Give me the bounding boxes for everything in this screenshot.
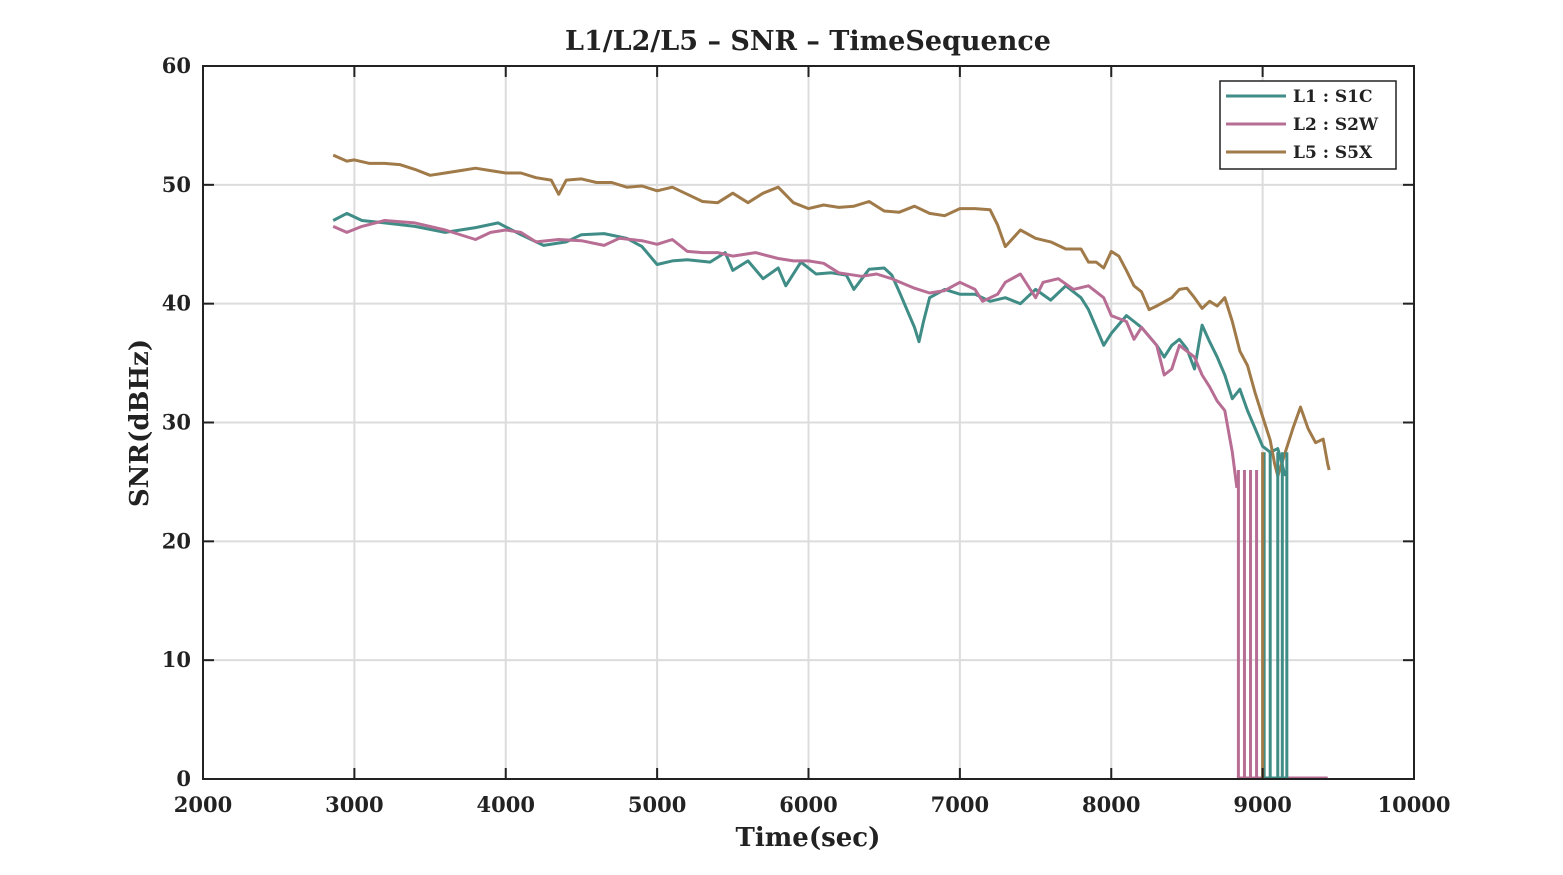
legend-label-l2: L2 : S2W [1293, 115, 1379, 135]
x-axis-label: Time(sec) [736, 823, 881, 853]
axis-ticks: 2000 3000 4000 5000 6000 7000 8000 9000 10000 0 10… [162, 53, 1451, 817]
x-tick-label: 9000 [1233, 792, 1291, 817]
y-tick-label: 50 [162, 172, 191, 197]
series-line-3 [332, 153, 1331, 478]
x-tick-label: 3000 [325, 792, 383, 817]
y-tick-label: 30 [162, 410, 191, 435]
series-line-1 [332, 211, 1287, 477]
y-tick-label: 60 [162, 53, 191, 78]
x-tick-label: 8000 [1082, 792, 1140, 817]
y-tick-label: 20 [162, 528, 191, 553]
y-tick-label: 40 [162, 291, 191, 316]
series-lines [332, 153, 1331, 780]
y-axis-label: SNR(dBHz) [125, 339, 155, 507]
x-tick-label: 4000 [477, 792, 535, 817]
grid [202, 65, 1415, 780]
x-tick-label: 5000 [628, 792, 686, 817]
y-tick-label: 0 [176, 766, 191, 791]
x-tick-label: 2000 [174, 792, 232, 817]
x-tick-label: 7000 [931, 792, 989, 817]
legend-label-l5: L5 : S5X [1293, 143, 1373, 163]
legend: L1 : S1C L2 : S2W L5 : S5X [1219, 80, 1397, 170]
chart-title: L1/L2/L5 – SNR – TimeSequence [565, 26, 1051, 57]
series-line-2 [332, 219, 1239, 489]
legend-label-l1: L1 : S1C [1293, 87, 1373, 107]
y-tick-label: 10 [162, 647, 191, 672]
x-tick-label: 10000 [1377, 792, 1450, 817]
x-tick-label: 6000 [779, 792, 837, 817]
